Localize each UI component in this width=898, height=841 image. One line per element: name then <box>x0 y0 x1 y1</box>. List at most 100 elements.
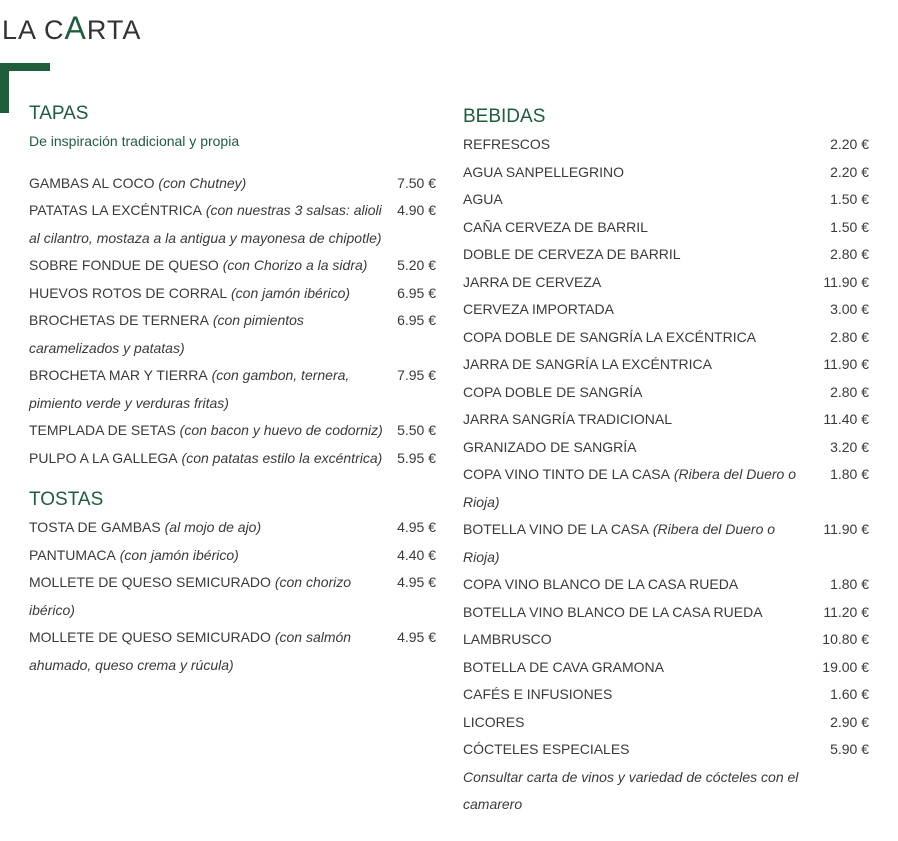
section-subtitle: De inspiración tradicional y propia <box>29 133 240 149</box>
menu-item: TEMPLADA DE SETAS (con bacon y huevo de … <box>29 417 436 445</box>
item-text: COPA VINO BLANCO DE LA CASA RUEDA <box>463 571 808 599</box>
menu-item: MOLLETE DE QUESO SEMICURADO (con chorizo… <box>29 569 436 624</box>
item-text: REFRESCOS <box>463 131 808 159</box>
item-price: 2.90 € <box>830 713 869 730</box>
item-name: GAMBAS AL COCO <box>29 174 155 191</box>
footnote: Consultar carta de vinos y variedad de c… <box>463 768 799 813</box>
item-note: (al mojo de ajo) <box>164 519 262 535</box>
menu-item: MOLLETE DE QUESO SEMICURADO (con salmón … <box>29 624 436 679</box>
menu-item: REFRESCOS 2.20 € <box>463 131 869 159</box>
menu-item: CÓCTELES ESPECIALES 5.90 € <box>463 736 869 764</box>
item-text: SOBRE FONDUE DE QUESO (con Chorizo a la … <box>29 252 391 280</box>
item-text: BOTELLA VINO BLANCO DE LA CASA RUEDA <box>463 599 808 627</box>
item-text: BROCHETA MAR Y TIERRA (con gambon, terne… <box>29 362 391 417</box>
item-price: 11.20 € <box>823 603 869 620</box>
item-note: (Ribera del Duero o Rioja) <box>463 466 797 510</box>
section-title: BEBIDAS <box>463 106 546 127</box>
item-text: LAMBRUSCO <box>463 626 808 654</box>
item-name: BROCHETA MAR Y TIERRA <box>29 367 208 383</box>
item-price: 11.40 € <box>823 411 869 427</box>
item-note: (con bacon y huevo de codorniz) <box>179 422 383 438</box>
title-part: RTA <box>86 15 142 45</box>
menu-item: PATATAS LA EXCÉNTRICA (con nuestras 3 sa… <box>29 197 436 252</box>
item-price: 3.00 € <box>830 301 869 317</box>
item-name: PULPO A LA GALLEGA <box>29 449 178 466</box>
menu-item: TOSTA DE GAMBAS (al mojo de ajo) 4.95 € <box>29 514 436 542</box>
menu-item: BROCHETAS DE TERNERA (con pimientos cara… <box>29 307 436 362</box>
item-text: GRANIZADO DE SANGRÍA <box>463 434 808 462</box>
item-text: COPA DOBLE DE SANGRÍA LA EXCÉNTRICA <box>463 324 808 352</box>
item-name: BOTELLA VINO BLANCO DE LA CASA RUEDA <box>463 603 763 620</box>
item-price: 2.80 € <box>830 246 869 262</box>
item-note: (con jamón ibérico) <box>119 546 239 563</box>
menu-section: TAPAS De inspiración tradicional y propia… <box>29 100 436 472</box>
menu-item: GAMBAS AL COCO (con Chutney) 7.50 € <box>29 170 436 198</box>
item-text: CERVEZA IMPORTADA <box>463 296 808 324</box>
menu-item: COPA VINO BLANCO DE LA CASA RUEDA 1.80 € <box>463 571 869 599</box>
right-column: BEBIDAS REFRESCOS 2.20 € AGUA SANPELLEGRINO… <box>463 103 869 819</box>
item-price: 19.00 € <box>822 658 869 675</box>
item-name: COPA DOBLE DE SANGRÍA <box>463 383 643 400</box>
item-name: COPA VINO BLANCO DE LA CASA RUEDA <box>463 576 739 592</box>
item-name: CAFÉS E INFUSIONES <box>463 686 613 702</box>
page-title: LA CARTA <box>2 10 141 47</box>
item-text: DOBLE DE CERVEZA DE BARRIL <box>463 241 808 269</box>
item-price: 11.90 € <box>823 356 869 372</box>
menu-item: COPA DOBLE DE SANGRÍA LA EXCÉNTRICA 2.80 … <box>463 324 869 352</box>
item-name: AGUA SANPELLEGRINO <box>463 163 625 180</box>
item-note: (con pimientos caramelizados y patatas) <box>29 312 304 356</box>
item-name: HUEVOS ROTOS DE CORRAL <box>29 284 228 301</box>
item-price: 5.20 € <box>397 257 436 273</box>
item-name: REFRESCOS <box>463 136 551 152</box>
item-price: 1.50 € <box>830 191 869 207</box>
item-price: 6.95 € <box>397 284 436 301</box>
menu-section: BEBIDAS REFRESCOS 2.20 € AGUA SANPELLEGRINO… <box>463 103 869 819</box>
menu-item: LAMBRUSCO 10.80 € <box>463 626 869 654</box>
item-name: CÓCTELES ESPECIALES <box>463 741 630 757</box>
item-price: 7.50 € <box>397 174 436 191</box>
item-price: 11.90 € <box>823 273 869 290</box>
item-note: (Ribera del Duero o Rioja) <box>463 521 776 565</box>
item-text: COPA DOBLE DE SANGRÍA <box>463 379 808 407</box>
item-price: 5.50 € <box>397 422 436 438</box>
item-name: LICORES <box>463 713 525 730</box>
item-price: 2.20 € <box>830 136 869 152</box>
item-price: 11.90 € <box>823 521 869 537</box>
item-text: AGUA SANPELLEGRINO <box>463 159 808 187</box>
item-name: JARRA DE SANGRÍA LA EXCÉNTRICA <box>463 356 712 372</box>
item-note: (con Chorizo a la sidra) <box>222 257 368 273</box>
item-price: 4.40 € <box>397 546 436 563</box>
item-price: 2.20 € <box>830 163 869 180</box>
menu-item: BOTELLA VINO DE LA CASA (Ribera del Duer… <box>463 516 869 571</box>
item-text: LICORES <box>463 709 808 737</box>
item-name: TOSTA DE GAMBAS <box>29 519 161 535</box>
item-name: MOLLETE DE QUESO SEMICURADO <box>29 574 271 590</box>
item-name: TEMPLADA DE SETAS <box>29 422 176 438</box>
item-text: AGUA <box>463 186 808 214</box>
item-name: AGUA <box>463 191 503 207</box>
item-note: (con nuestras 3 salsas: alioli al cilant… <box>29 202 382 246</box>
item-note: (con salmón ahumado, queso crema y rúcul… <box>29 629 352 673</box>
item-text: PANTUMACA (con jamón ibérico) <box>29 542 391 570</box>
item-name: MOLLETE DE QUESO SEMICURADO <box>29 629 271 645</box>
menu-item: AGUA 1.50 € <box>463 186 869 214</box>
item-name: PATATAS LA EXCÉNTRICA <box>29 202 202 218</box>
item-price: 1.60 € <box>830 686 869 702</box>
item-text: BOTELLA DE CAVA GRAMONA <box>463 654 808 682</box>
item-text: BROCHETAS DE TERNERA (con pimientos cara… <box>29 307 391 362</box>
item-text: GAMBAS AL COCO (con Chutney) <box>29 170 391 198</box>
corner-mark <box>0 63 9 113</box>
item-name: BOTELLA VINO DE LA CASA <box>463 521 649 537</box>
item-name: SOBRE FONDUE DE QUESO <box>29 257 219 273</box>
item-name: BOTELLA DE CAVA GRAMONA <box>463 658 664 675</box>
menu-item: BOTELLA DE CAVA GRAMONA 19.00 € <box>463 654 869 682</box>
item-name: COPA VINO TINTO DE LA CASA <box>463 466 670 482</box>
item-text: COPA VINO TINTO DE LA CASA (Ribera del D… <box>463 461 808 516</box>
left-column: TAPAS De inspiración tradicional y propia… <box>29 100 436 679</box>
item-name: DOBLE DE CERVEZA DE BARRIL <box>463 246 681 262</box>
menu-item: AGUA SANPELLEGRINO 2.20 € <box>463 159 869 187</box>
menu-item: CAÑA CERVEZA DE BARRIL 1.50 € <box>463 214 869 242</box>
menu-item: COPA DOBLE DE SANGRÍA 2.80 € <box>463 379 869 407</box>
item-price: 2.80 € <box>830 328 869 345</box>
